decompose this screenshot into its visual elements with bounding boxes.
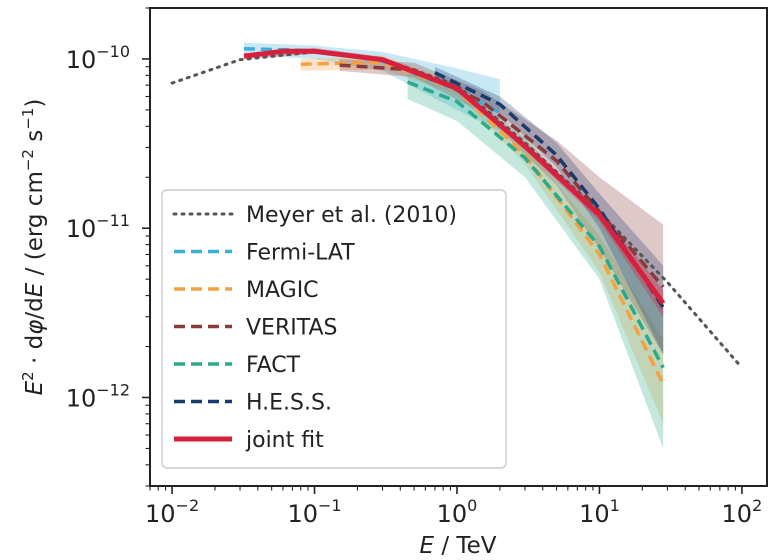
- legend-label: MAGIC: [246, 278, 319, 303]
- x-tick-label: 10−1: [287, 496, 341, 528]
- fact-line: [406, 80, 665, 369]
- legend-item-magic: MAGIC: [174, 278, 319, 303]
- legend-label: FACT: [246, 353, 301, 378]
- x-tick-label: 102: [722, 496, 763, 528]
- fermi-lat-band: [244, 42, 500, 132]
- legend-item-joint-fit: joint fit: [174, 428, 324, 453]
- x-tick-label: 101: [579, 496, 620, 528]
- magic-band: [300, 55, 664, 424]
- legend-item-meyer-et-al-2010: Meyer et al. (2010): [172, 203, 457, 228]
- series-lines: [170, 46, 744, 385]
- legend-label: Fermi-LAT: [246, 241, 355, 266]
- legend-item-fact: FACT: [174, 353, 301, 378]
- legend-label: VERITAS: [246, 316, 337, 341]
- legend: Meyer et al. (2010) Fermi-LAT MAGIC VERITAS…: [161, 189, 507, 469]
- x-axis: 10−2 10−1 100 101 102: [145, 486, 762, 528]
- legend-label: H.E.S.S.: [246, 391, 332, 416]
- y-tick-label: 10−11: [66, 211, 130, 243]
- fact-band: [407, 66, 664, 449]
- legend-item-fermi-lat: Fermi-LAT: [174, 241, 355, 266]
- x-axis-title: E / TeV: [420, 533, 497, 559]
- x-tick-label: 10−2: [145, 496, 199, 528]
- plot-frame: [149, 7, 768, 487]
- y-axis: 10−10 10−11 10−12: [66, 7, 150, 487]
- legend-box: [161, 189, 507, 469]
- y-tick-label: 10−12: [66, 380, 130, 412]
- legend-item-h-e-s-s: H.E.S.S.: [174, 391, 332, 416]
- y-axis-title: E2 · dφ/dE / (erg cm−2 s−1): [19, 99, 48, 396]
- meyer-et-al-2010-line: [170, 50, 744, 370]
- joint-fit-line: [243, 48, 666, 305]
- legend-label: Meyer et al. (2010): [246, 203, 457, 228]
- legend-label: joint fit: [245, 428, 324, 453]
- legend-item-veritas: VERITAS: [174, 316, 337, 341]
- magic-line: [300, 60, 665, 385]
- y-tick-label: 10−10: [66, 42, 130, 74]
- veritas-line: [339, 63, 665, 289]
- x-tick-label: 100: [437, 496, 478, 528]
